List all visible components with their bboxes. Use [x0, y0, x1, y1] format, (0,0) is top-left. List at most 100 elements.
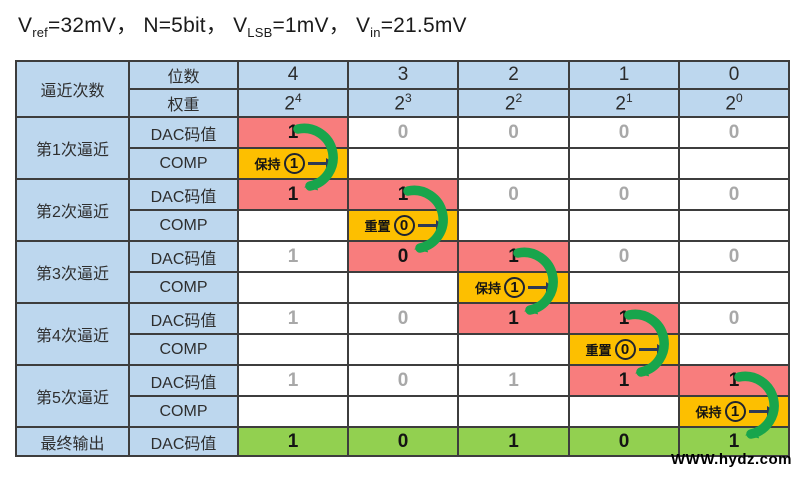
comp-empty-cell [347, 147, 459, 180]
comp-empty-cell [237, 333, 349, 366]
dac-bit-cell: 0 [568, 178, 680, 211]
dac-row-label: DAC码值 [128, 302, 239, 335]
comp-digit-circle: 0 [614, 339, 636, 360]
dac-bit-cell: 1 [347, 178, 459, 211]
dac-bit-cell: 1 [457, 364, 570, 397]
dac-bit-cell: 1 [457, 302, 570, 335]
dac-row-label: DAC码值 [128, 178, 239, 211]
dac-bit-cell: 0 [347, 240, 459, 273]
bit-number: 2 [457, 60, 570, 90]
comp-action-label: 重置 [364, 219, 391, 234]
dac-bit-cell: 0 [457, 116, 570, 149]
comp-empty-cell [347, 271, 459, 304]
title-text: V [18, 14, 33, 37]
comp-empty-cell [568, 395, 680, 428]
comp-decision-cell: 重置 0 [568, 333, 680, 366]
comp-empty-cell [347, 333, 459, 366]
dac-row-label: DAC码值 [128, 426, 239, 457]
comp-empty-cell [568, 271, 680, 304]
approx-label: 第4次逼近 [15, 302, 130, 366]
comp-empty-cell [457, 209, 570, 242]
comp-action-label: 保持 [695, 405, 722, 420]
dac-bit-cell: 0 [457, 178, 570, 211]
dac-bit-cell: 0 [568, 240, 680, 273]
comp-row-label: COMP [128, 147, 239, 180]
right-arrow-icon [638, 344, 665, 354]
comp-decision-cell: 保持 1 [237, 147, 349, 180]
sar-table: 逼近次数 位数 4 3 2 1 0 权重 24 23 22 21 20 第1次逼… [15, 60, 790, 457]
comp-empty-cell [457, 395, 570, 428]
dac-row-label: DAC码值 [128, 364, 239, 397]
title-text: =1mV， V [272, 14, 371, 37]
bit-row-label: 位数 [128, 60, 239, 90]
dac-bit-cell: 0 [347, 116, 459, 149]
dac-row-label: DAC码值 [128, 240, 239, 273]
comp-action-label: 重置 [585, 343, 612, 358]
comp-empty-cell [678, 271, 790, 304]
comp-digit-circle: 1 [724, 401, 746, 422]
dac-bit-cell: 0 [347, 302, 459, 335]
comp-decision-cell: 重置 0 [347, 209, 459, 242]
weight-row-label: 权重 [128, 88, 239, 118]
title-subscript: LSB [247, 25, 273, 41]
comp-digit-circle: 1 [283, 153, 305, 174]
comp-empty-cell [457, 333, 570, 366]
comp-empty-cell [678, 333, 790, 366]
title-subscript: ref [32, 25, 48, 41]
bit-number: 0 [678, 60, 790, 90]
comp-empty-cell [568, 147, 680, 180]
final-bit-cell: 1 [237, 426, 349, 457]
final-bit-cell: 0 [347, 426, 459, 457]
comp-empty-cell [237, 209, 349, 242]
dac-bit-cell: 1 [678, 364, 790, 397]
comp-digit-circle: 0 [393, 215, 415, 236]
dac-bit-cell: 1 [568, 302, 680, 335]
approx-label: 第3次逼近 [15, 240, 130, 304]
bit-weight: 21 [568, 88, 680, 118]
final-bit-cell: 1 [457, 426, 570, 457]
bit-number: 1 [568, 60, 680, 90]
comp-empty-cell [457, 147, 570, 180]
comp-row-label: COMP [128, 395, 239, 428]
dac-row-label: DAC码值 [128, 116, 239, 149]
right-arrow-icon [528, 282, 554, 292]
dac-bit-cell: 0 [568, 116, 680, 149]
dac-bit-cell: 0 [678, 178, 790, 211]
bit-number: 3 [347, 60, 459, 90]
dac-bit-cell: 1 [237, 364, 349, 397]
title-text: =32mV， N=5bit， V [48, 14, 248, 37]
right-arrow-icon [307, 158, 334, 168]
dac-bit-cell: 1 [568, 364, 680, 397]
bit-weight: 20 [678, 88, 790, 118]
dac-bit-cell: 1 [457, 240, 570, 273]
bit-weight: 22 [457, 88, 570, 118]
comp-digit-circle: 1 [504, 277, 525, 298]
bit-weight: 23 [347, 88, 459, 118]
comp-action-label: 保持 [254, 157, 281, 172]
comp-decision-cell: 保持 1 [678, 395, 790, 428]
dac-bit-cell: 0 [678, 302, 790, 335]
bit-weight: 24 [237, 88, 349, 118]
comp-row-label: COMP [128, 333, 239, 366]
comp-empty-cell [678, 209, 790, 242]
comp-empty-cell [678, 147, 790, 180]
comp-action-label: 保持 [474, 281, 501, 296]
right-arrow-icon [417, 220, 444, 230]
dac-bit-cell: 0 [678, 240, 790, 273]
dac-bit-cell: 1 [237, 116, 349, 149]
dac-bit-cell: 1 [237, 178, 349, 211]
dac-bit-cell: 0 [678, 116, 790, 149]
dac-bit-cell: 1 [237, 302, 349, 335]
title-text: =21.5mV [380, 14, 467, 37]
right-arrow-icon [748, 406, 775, 416]
approx-label: 第5次逼近 [15, 364, 130, 428]
title-subscript: in [370, 25, 381, 41]
comp-decision-cell: 保持 1 [457, 271, 570, 304]
watermark: WWW.hydz.com [671, 451, 792, 468]
bit-number: 4 [237, 60, 349, 90]
figure-title: Vref=32mV， N=5bit， VLSB=1mV， Vin=21.5mV [18, 9, 467, 40]
comp-row-label: COMP [128, 209, 239, 242]
final-row-label: 最终输出 [15, 426, 130, 457]
comp-row-label: COMP [128, 271, 239, 304]
